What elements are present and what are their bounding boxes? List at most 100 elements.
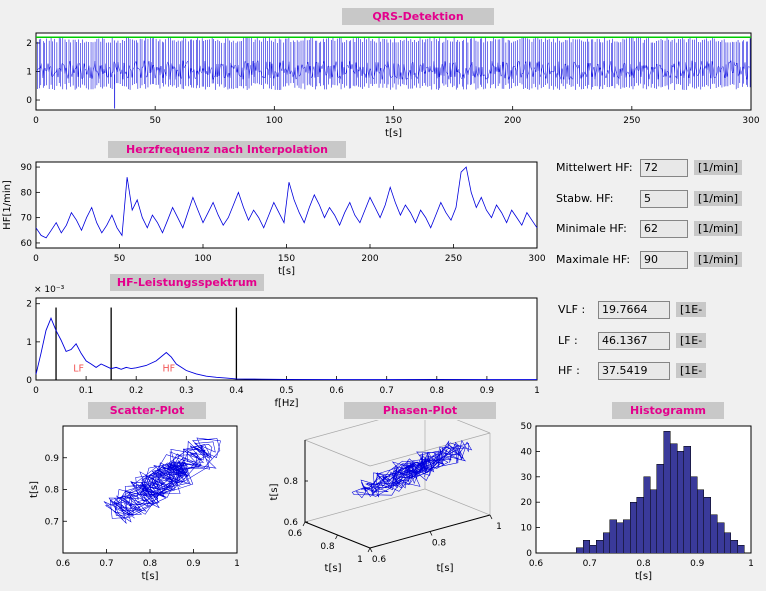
svg-text:200: 200 [361,254,378,264]
svg-text:0.9: 0.9 [480,386,495,396]
vlf-field[interactable]: 19.7664 [598,301,670,319]
power-spectrum-chart: 0 0.1 0.2 0.3 0.4 0.5 0.6 0.7 0.8 0.9 1 0 1 2 f[Hz] × 1… [26,285,540,409]
svg-text:80: 80 [21,188,33,198]
scatter-section-title: Scatter-Plot [88,402,206,419]
svg-text:t[s]: t[s] [278,266,295,277]
svg-text:90: 90 [21,163,33,173]
svg-text:2: 2 [26,300,32,310]
hf-field[interactable]: 37.5419 [598,362,670,380]
svg-text:0.4: 0.4 [229,386,244,396]
svg-text:f[Hz]: f[Hz] [274,398,298,409]
lf-label: LF : [558,334,578,347]
min-hf-label: Minimale HF: [556,222,627,235]
svg-text:t[s]: t[s] [29,481,40,498]
vlf-unit-label: [1E- [676,302,707,317]
svg-text:× 10⁻³: × 10⁻³ [34,285,65,295]
heart-rate-chart: 0 50 100 150 200 250 300 60 70 80 90 t[s] HF[1/min] [2,161,546,277]
svg-text:t[s]: t[s] [142,571,159,582]
svg-text:LF: LF [73,364,84,375]
spectrum-section-title: HF-Leistungsspektrum [110,274,264,291]
band-row-hf: HF : 37.5419 [1E- [558,362,766,381]
svg-text:0.7: 0.7 [45,517,59,527]
svg-text:70: 70 [21,214,33,224]
svg-text:0.6: 0.6 [288,529,303,539]
svg-text:0.8: 0.8 [143,559,158,569]
svg-text:0.8: 0.8 [320,542,335,552]
svg-text:0: 0 [33,254,39,264]
svg-text:150: 150 [278,254,295,264]
svg-text:250: 250 [623,116,640,126]
svg-text:0: 0 [26,376,32,386]
heart-rate-section-title: Herzfrequenz nach Interpolation [108,141,346,158]
svg-text:0.6: 0.6 [284,518,299,528]
svg-text:40: 40 [521,447,533,457]
svg-text:50: 50 [149,116,161,126]
lf-unit-label: [1E- [676,333,707,348]
svg-text:t[s]: t[s] [437,563,454,574]
svg-text:t[s]: t[s] [635,571,652,582]
mean-hf-label: Mittelwert HF: [556,161,633,174]
std-hf-label: Stabw. HF: [556,192,614,205]
max-hf-field[interactable]: 90 [640,251,688,269]
svg-text:0: 0 [33,386,39,396]
svg-text:0.8: 0.8 [284,477,299,487]
stat-row-max-hf: Maximale HF: 90 [1/min] [556,251,766,270]
svg-text:t[s]: t[s] [325,563,342,574]
svg-text:0.8: 0.8 [430,386,445,396]
qrs-ecg-chart: 0 50 100 150 200 250 300 0 1 2 t[s] [26,32,760,139]
svg-text:0.7: 0.7 [583,559,597,569]
hf-label: HF : [558,364,580,377]
svg-text:0.9: 0.9 [690,559,705,569]
svg-text:50: 50 [521,422,533,432]
svg-text:0.6: 0.6 [56,559,71,569]
stat-row-std-hf: Stabw. HF: 5 [1/min] [556,190,766,209]
svg-text:0.8: 0.8 [636,559,651,569]
histogram-section-title: Histogramm [612,402,724,419]
lf-field[interactable]: 46.1367 [598,332,670,350]
svg-text:0.9: 0.9 [186,559,201,569]
band-row-vlf: VLF : 19.7664 [1E- [558,301,766,320]
svg-text:1: 1 [534,386,540,396]
svg-text:0.7: 0.7 [99,559,113,569]
scatter-plot-chart: 0.6 0.7 0.8 0.9 1 0.7 0.8 0.9 t[s] t[s] [29,425,240,582]
svg-text:300: 300 [742,116,759,126]
svg-text:1: 1 [26,338,32,348]
phase-section-title: Phasen-Plot [344,402,496,419]
svg-text:t[s]: t[s] [269,483,280,500]
svg-text:20: 20 [521,498,533,508]
svg-text:60: 60 [21,239,33,249]
svg-text:0: 0 [526,549,532,559]
svg-text:0: 0 [26,96,32,106]
svg-text:0.6: 0.6 [329,386,344,396]
std-hf-field[interactable]: 5 [640,190,688,208]
svg-text:200: 200 [504,116,521,126]
min-hf-field[interactable]: 62 [640,220,688,238]
svg-text:0.6: 0.6 [529,559,544,569]
svg-text:0.5: 0.5 [279,386,293,396]
max-hf-label: Maximale HF: [556,253,631,266]
svg-text:HF: HF [162,364,175,375]
svg-text:0.8: 0.8 [432,539,447,549]
svg-text:0.9: 0.9 [45,454,60,464]
stat-row-min-hf: Minimale HF: 62 [1/min] [556,220,766,239]
band-row-lf: LF : 46.1367 [1E- [558,332,766,351]
svg-text:0.6: 0.6 [372,555,387,565]
mean-hf-unit-label: [1/min] [694,160,743,175]
svg-text:t[s]: t[s] [385,128,402,139]
svg-text:0.2: 0.2 [129,386,143,396]
vlf-label: VLF : [558,303,586,316]
qrs-section-title: QRS-Detektion [342,8,494,25]
hf-unit-label: [1E- [676,363,707,378]
svg-text:0.1: 0.1 [79,386,93,396]
max-hf-unit-label: [1/min] [694,252,743,267]
svg-text:0: 0 [33,116,39,126]
svg-text:0.8: 0.8 [45,486,60,496]
svg-text:1: 1 [748,559,754,569]
svg-text:100: 100 [194,254,211,264]
mean-hf-field[interactable]: 72 [640,159,688,177]
svg-text:1: 1 [357,555,363,565]
svg-text:1: 1 [234,559,240,569]
